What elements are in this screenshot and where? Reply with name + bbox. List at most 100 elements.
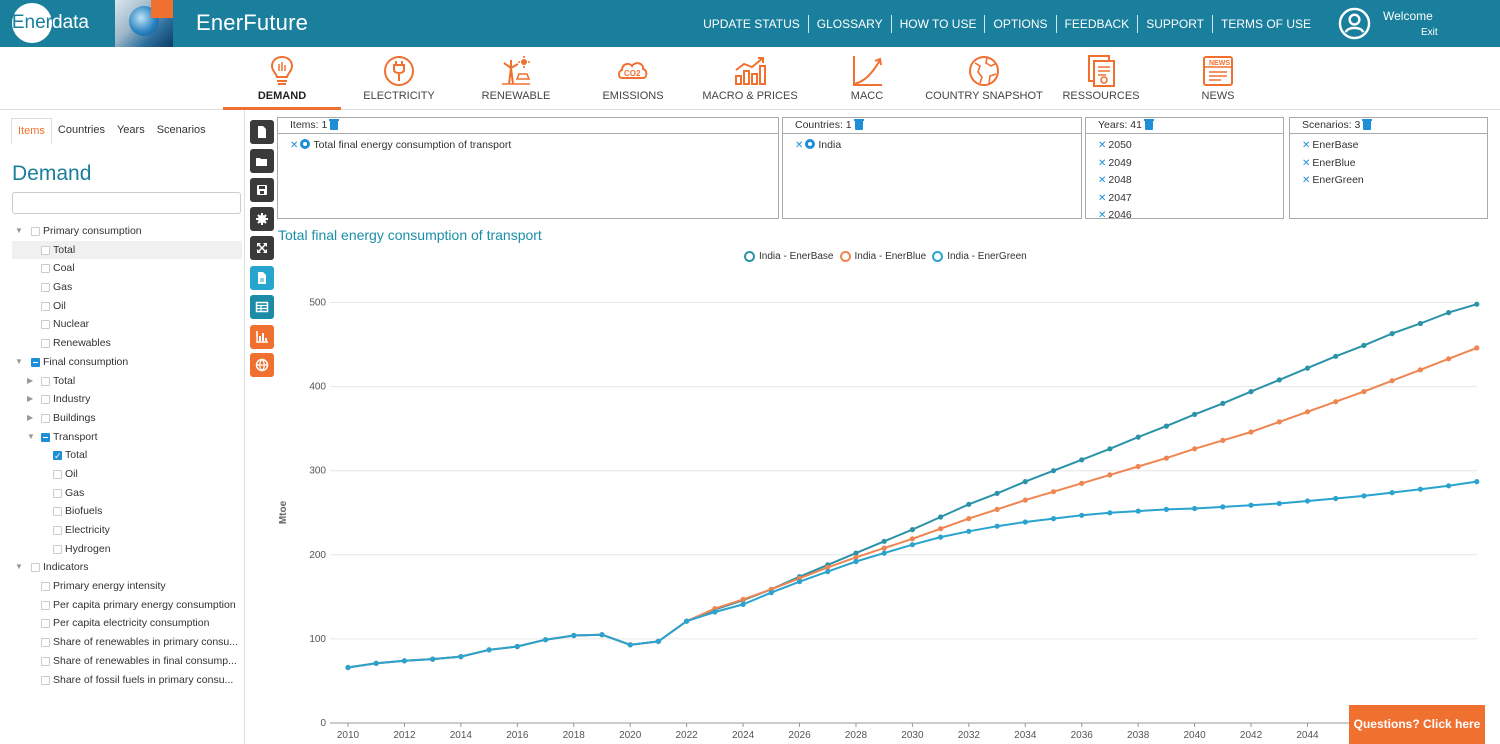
tree-checkbox[interactable]: [41, 320, 50, 330]
tree-item[interactable]: ▼ Transport: [12, 428, 242, 447]
table-view-button[interactable]: [250, 295, 274, 319]
module-macro-prices[interactable]: MACRO & PRICES: [691, 47, 809, 109]
caret-down-icon[interactable]: ▼: [27, 431, 35, 441]
tree-checkbox[interactable]: [53, 488, 62, 498]
tree-checkbox[interactable]: [41, 245, 50, 255]
tree-item[interactable]: Gas: [12, 278, 242, 297]
trash-icon[interactable]: [1143, 119, 1154, 130]
tree-checkbox[interactable]: [41, 600, 50, 610]
remove-icon[interactable]: ✕: [1098, 210, 1107, 218]
tree-item[interactable]: Nuclear: [12, 315, 242, 334]
tree-item[interactable]: Primary energy intensity: [12, 577, 242, 596]
module-electricity[interactable]: ELECTRICITY: [340, 47, 458, 109]
remove-icon[interactable]: ✕: [1302, 157, 1311, 169]
tree-item[interactable]: Total: [12, 240, 242, 260]
tab-years[interactable]: Years: [116, 124, 145, 136]
tree-checkbox[interactable]: [53, 526, 62, 535]
tree-item[interactable]: Total: [12, 446, 242, 466]
legend-item-energreen[interactable]: India - EnerGreen: [932, 251, 1027, 262]
tree-checkbox[interactable]: [41, 638, 50, 648]
tree-item[interactable]: Biofuels: [12, 502, 242, 521]
module-country-snapshot[interactable]: COUNTRY SNAPSHOT: [925, 47, 1043, 109]
tree-checkbox[interactable]: [53, 507, 62, 517]
remove-icon[interactable]: ✕: [1098, 175, 1107, 186]
map-globe-button[interactable]: [250, 353, 274, 377]
legend-item-enerbase[interactable]: India - EnerBase: [744, 251, 834, 262]
legend-item-enerblue[interactable]: India - EnerBlue: [839, 251, 926, 262]
tree-item[interactable]: Electricity: [12, 521, 242, 540]
nav-how-to-use[interactable]: HOW TO USE: [892, 15, 986, 33]
trash-icon[interactable]: [329, 119, 340, 130]
tree-checkbox[interactable]: [41, 339, 50, 349]
tree-search-input[interactable]: [12, 192, 241, 214]
tree-checkbox[interactable]: [41, 283, 50, 293]
remove-icon[interactable]: ✕: [1098, 140, 1107, 151]
tree-item[interactable]: Share of renewables in final consump...: [12, 652, 242, 671]
user-account-icon[interactable]: [1338, 7, 1371, 40]
tree-checkbox[interactable]: [41, 395, 50, 405]
tree-checkbox[interactable]: [41, 582, 50, 592]
tree-checkbox[interactable]: [41, 675, 50, 685]
remove-icon[interactable]: ✕: [1098, 192, 1107, 204]
tree-item[interactable]: Renewables: [12, 334, 242, 353]
caret-down-icon[interactable]: ▼: [15, 356, 23, 366]
remove-icon[interactable]: ✕: [1098, 157, 1107, 169]
tree-checkbox[interactable]: [31, 357, 40, 367]
caret-right-icon[interactable]: ▶: [27, 375, 34, 385]
tree-item[interactable]: Per capita electricity consumption: [12, 614, 242, 633]
caret-right-icon[interactable]: ▶: [27, 412, 34, 422]
tree-item[interactable]: Share of fossil fuels in primary consu..…: [12, 671, 242, 690]
questions-help-button[interactable]: Questions? Click here: [1349, 705, 1485, 744]
tree-checkbox[interactable]: [41, 376, 50, 386]
new-file-button[interactable]: [250, 120, 274, 144]
tree-item[interactable]: Gas: [12, 484, 242, 503]
module-emissions[interactable]: CO2 EMISSIONS: [574, 47, 692, 109]
tree-item[interactable]: Oil: [12, 465, 242, 484]
eye-icon[interactable]: [300, 139, 311, 149]
tree-item[interactable]: Share of renewables in primary consu...: [12, 633, 242, 652]
tree-checkbox[interactable]: [41, 413, 50, 423]
tree-checkbox[interactable]: [41, 656, 50, 666]
nav-feedback[interactable]: FEEDBACK: [1057, 15, 1139, 33]
tree-checkbox[interactable]: [53, 544, 62, 554]
trash-icon[interactable]: [1362, 119, 1373, 130]
nav-update-status[interactable]: UPDATE STATUS: [695, 15, 809, 33]
tree-item[interactable]: ▶ Total: [12, 372, 242, 391]
caret-down-icon[interactable]: ▼: [15, 562, 23, 572]
trash-icon[interactable]: [853, 119, 864, 130]
chart-view-button[interactable]: [250, 325, 274, 349]
tree-item[interactable]: ▼ Final consumption: [12, 353, 242, 372]
expand-button[interactable]: [250, 236, 274, 260]
tree-item[interactable]: ▶ Buildings: [12, 409, 242, 428]
remove-icon[interactable]: ✕: [795, 140, 804, 151]
tree-checkbox[interactable]: [41, 264, 50, 274]
remove-icon[interactable]: ✕: [1302, 175, 1311, 186]
document-report-button[interactable]: [250, 266, 274, 290]
tab-countries[interactable]: Countries: [57, 124, 105, 136]
tab-scenarios[interactable]: Scenarios: [156, 124, 206, 136]
caret-down-icon[interactable]: ▼: [15, 226, 23, 235]
settings-gear-button[interactable]: [250, 207, 274, 231]
remove-icon[interactable]: ✕: [1302, 140, 1311, 151]
tree-item[interactable]: Hydrogen: [12, 540, 242, 559]
tree-item[interactable]: ▶ Industry: [12, 390, 242, 409]
tree-checkbox[interactable]: [41, 619, 50, 629]
tree-checkbox[interactable]: [53, 447, 62, 466]
module-macc[interactable]: MACC: [808, 47, 926, 109]
tree-checkbox[interactable]: [41, 432, 50, 442]
tree-item[interactable]: Coal: [12, 259, 242, 278]
tab-items[interactable]: Items: [11, 118, 52, 144]
nav-support[interactable]: SUPPORT: [1138, 15, 1213, 33]
caret-right-icon[interactable]: ▶: [27, 394, 34, 404]
nav-options[interactable]: OPTIONS: [985, 15, 1057, 33]
tree-item[interactable]: ▼ Primary consumption: [12, 222, 242, 241]
tree-checkbox[interactable]: [53, 469, 62, 479]
tree-item[interactable]: Per capita primary energy consumption: [12, 596, 242, 615]
nav-terms-of-use[interactable]: TERMS OF USE: [1220, 17, 1311, 31]
module-news[interactable]: NEWS NEWS: [1159, 47, 1277, 109]
nav-glossary[interactable]: GLOSSARY: [809, 15, 892, 33]
module-renewable[interactable]: RENEWABLE: [457, 47, 575, 109]
module-ressources[interactable]: RESSOURCES: [1042, 47, 1160, 109]
eye-icon[interactable]: [805, 139, 816, 149]
tree-item[interactable]: ▼ Indicators: [12, 558, 242, 577]
